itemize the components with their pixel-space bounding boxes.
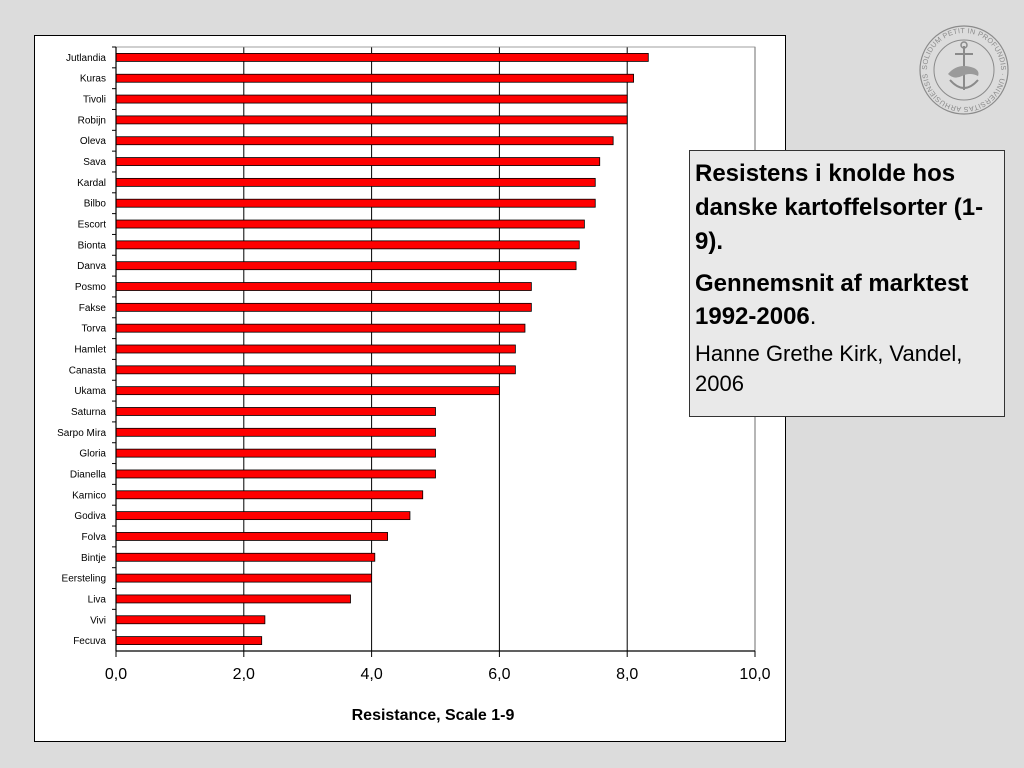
bar-canasta (115, 365, 516, 375)
bar-vivi (115, 615, 266, 625)
bar-escort (115, 219, 585, 229)
bar-dianella (115, 469, 436, 479)
category-label: Eersteling (62, 574, 106, 585)
bar-bintje (115, 552, 376, 562)
x-tick-label: 10,0 (739, 666, 770, 683)
info-subtitle: Gennemsnit af marktest 1992-2006. (695, 267, 996, 333)
category-label: Sava (83, 157, 106, 168)
bar-robijn (115, 115, 628, 125)
bar-sarpo-mira (115, 427, 436, 437)
category-label: Fecuva (73, 636, 106, 647)
bar-fecuva (115, 636, 263, 645)
bar-danva (115, 261, 577, 271)
x-tick-label: 6,0 (488, 666, 510, 683)
bar-bionta (115, 240, 580, 250)
chart-frame: Jutlandia Kuras Tivoli Robijn Oleva Sava Karda… (34, 35, 786, 742)
bar-folva (115, 532, 388, 541)
bar-posmo (115, 282, 532, 291)
info-box: Resistens i knolde hos danske kartoffels… (689, 150, 1005, 417)
bar-tivoli (115, 94, 628, 104)
bar-kardal (115, 177, 596, 187)
bar-saturna (115, 407, 436, 416)
category-label: Folva (82, 532, 107, 543)
category-label: Hamlet (74, 345, 106, 356)
bar-godiva (115, 511, 411, 521)
category-label: Escort (78, 220, 107, 231)
category-label: Godiva (74, 511, 106, 522)
x-tick-label: 0,0 (105, 666, 127, 683)
category-label: Oleva (80, 136, 107, 147)
bar-kuras (115, 73, 634, 83)
bar-ukama (115, 386, 500, 396)
category-label: Kuras (80, 74, 106, 85)
x-tick-label: 2,0 (233, 666, 255, 683)
category-label: Karnico (72, 490, 106, 501)
x-tick-label: 4,0 (360, 666, 382, 683)
category-label: Bilbo (84, 199, 107, 210)
x-tick-labels: 0,0 2,0 4,0 6,0 8,0 10,0 (105, 666, 771, 683)
category-labels: Jutlandia Kuras Tivoli Robijn Oleva Sava Karda… (57, 53, 106, 647)
bar-bilbo (115, 198, 596, 208)
category-label: Tivoli (83, 95, 106, 106)
category-label: Canasta (69, 365, 107, 376)
category-label: Saturna (71, 407, 106, 418)
bar-gloria (115, 448, 436, 458)
bar-torva (115, 323, 526, 333)
x-axis-label: Resistance, Scale 1-9 (352, 707, 515, 724)
bar-chart: Jutlandia Kuras Tivoli Robijn Oleva Sava Karda… (57, 46, 771, 724)
category-label: Posmo (75, 282, 107, 293)
category-label: Bionta (78, 240, 107, 251)
category-label: Kardal (77, 178, 106, 189)
bars (115, 53, 649, 645)
category-label: Vivi (90, 615, 106, 626)
bar-oleva (115, 136, 614, 146)
category-label: Sarpo Mira (57, 428, 106, 439)
bar-eersteling (115, 573, 373, 583)
category-label: Danva (77, 261, 106, 272)
bar-liva (115, 594, 351, 604)
bar-fakse (115, 302, 532, 312)
category-label: Fakse (79, 303, 107, 314)
info-title: Resistens i knolde hos danske kartoffels… (695, 160, 984, 255)
category-label: Gloria (79, 449, 106, 460)
category-label: Torva (82, 324, 107, 335)
x-tick-label: 8,0 (616, 666, 638, 683)
category-label: Dianella (70, 469, 107, 480)
bar-sava (115, 157, 601, 166)
bar-hamlet (115, 344, 516, 354)
bar-karnico (115, 490, 424, 500)
category-label: Bintje (81, 553, 106, 564)
info-author: Hanne Grethe Kirk, Vandel, 2006 (695, 341, 963, 396)
university-seal-icon: SOLIDUM PETIT IN PROFUNDIS · UNIVERSITAS… (919, 25, 1009, 115)
category-label: Robijn (78, 115, 106, 126)
category-label: Liva (88, 594, 107, 605)
info-subtitle-main: Gennemsnit af marktest 1992-2006 (695, 270, 969, 330)
category-label: Jutlandia (66, 53, 106, 64)
bar-jutlandia (115, 53, 649, 62)
info-subtitle-suffix: . (809, 303, 817, 330)
category-label: Ukama (74, 386, 106, 397)
